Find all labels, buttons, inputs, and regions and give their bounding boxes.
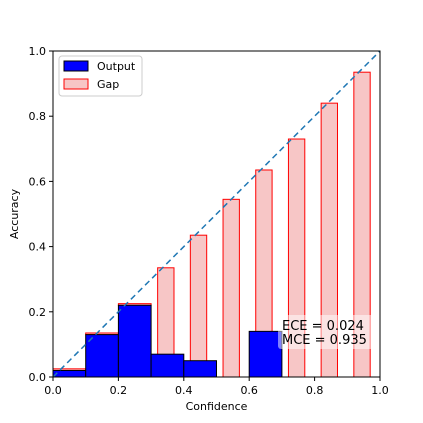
x-tick-label-3: 0.6: [240, 384, 258, 397]
ece-annotation: ECE = 0.024: [282, 319, 364, 334]
x-tick-label-4: 0.8: [306, 384, 324, 397]
x-tick-label-5: 1.0: [371, 384, 389, 397]
y-tick-label-2: 0.4: [29, 241, 47, 254]
x-tick-label-1: 0.2: [110, 384, 128, 397]
y-axis-label: Accuracy: [8, 188, 21, 239]
x-tick-label-0: 0.0: [44, 384, 62, 397]
gap-bar-5: [222, 198, 240, 378]
x-tick-label-2: 0.4: [175, 384, 193, 397]
output-bar-2: [117, 304, 152, 378]
y-tick-label-0: 0.0: [29, 371, 47, 384]
reference-line: [52, 50, 381, 378]
legend-label-output: Output: [97, 60, 136, 73]
legend-swatch-output: [63, 60, 89, 72]
x-axis-ticks: 0.0 0.2 0.4 0.6 0.8 1.0: [44, 377, 389, 397]
output-bar-3: [150, 353, 185, 378]
y-tick-label-5: 1.0: [29, 45, 47, 58]
y-tick-label-1: 0.2: [29, 306, 47, 319]
mce-annotation: MCE = 0.935: [282, 333, 367, 348]
legend-label-gap: Gap: [97, 78, 119, 91]
perfect-calibration-line: [52, 50, 381, 378]
x-axis-label: Confidence: [186, 400, 248, 413]
y-axis-ticks: 0.0 0.2 0.4 0.6 0.8 1.0: [29, 45, 53, 384]
gap-bar-4: [189, 234, 208, 378]
annotation-box: [278, 315, 378, 349]
plot-frame: [52, 50, 381, 378]
legend-swatch-gap: [63, 78, 89, 90]
output-bar-0: [52, 369, 87, 378]
output-bar-5: [248, 330, 283, 378]
y-tick-label-4: 0.8: [29, 110, 47, 123]
y-tick-label-3: 0.6: [29, 175, 47, 188]
output-bar-4: [183, 360, 218, 378]
output-bar-1: [85, 334, 119, 378]
metrics-annotation: ECE = 0.024 MCE = 0.935: [278, 315, 378, 349]
legend: Output Gap: [58, 55, 143, 97]
